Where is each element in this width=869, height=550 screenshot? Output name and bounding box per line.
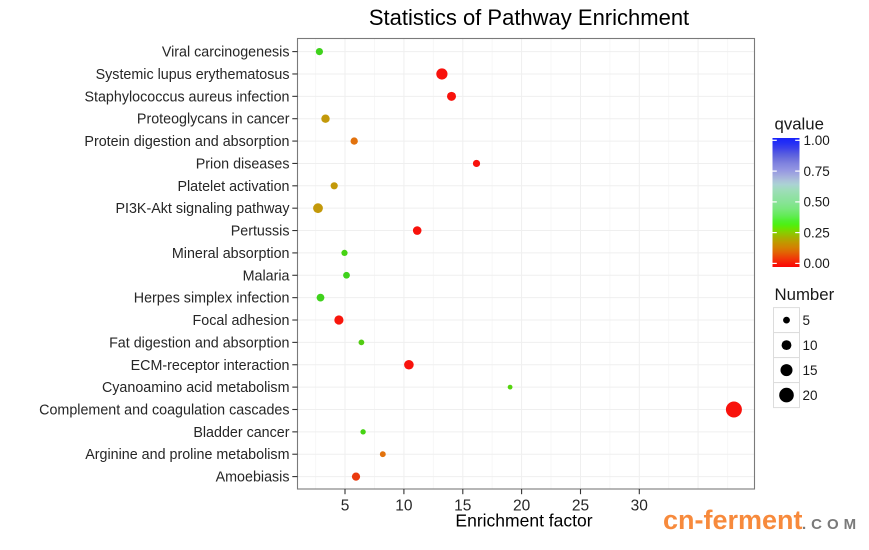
svg-text:Viral carcinogenesis: Viral carcinogenesis (162, 45, 290, 61)
svg-text:Proteoglycans in cancer: Proteoglycans in cancer (137, 112, 290, 128)
svg-text:0.50: 0.50 (804, 195, 830, 210)
svg-text:15: 15 (454, 498, 471, 515)
svg-text:25: 25 (572, 498, 589, 515)
svg-text:Herpes simplex infection: Herpes simplex infection (134, 291, 290, 307)
svg-text:15: 15 (803, 363, 818, 378)
svg-text:Pertussis: Pertussis (231, 224, 290, 240)
svg-text:Platelet activation: Platelet activation (177, 179, 289, 195)
svg-text:10: 10 (803, 338, 818, 353)
svg-text:PI3K-Akt signaling pathway: PI3K-Akt signaling pathway (115, 201, 290, 217)
svg-text:1.00: 1.00 (804, 133, 830, 148)
svg-text:Malaria: Malaria (243, 268, 290, 284)
svg-text:Complement and coagulation cas: Complement and coagulation cascades (39, 402, 289, 418)
svg-text:5: 5 (341, 498, 350, 515)
svg-text:cn-ferment: cn-ferment (663, 505, 803, 535)
svg-text:qvalue: qvalue (775, 115, 824, 134)
svg-text:.COM: .COM (802, 516, 861, 533)
svg-text:Mineral absorption: Mineral absorption (172, 246, 290, 262)
svg-text:Focal adhesion: Focal adhesion (193, 313, 290, 329)
svg-text:Statistics of Pathway Enrichme: Statistics of Pathway Enrichment (369, 5, 689, 30)
svg-text:Bladder cancer: Bladder cancer (193, 425, 289, 441)
svg-text:Number: Number (775, 285, 835, 304)
svg-text:Prion diseases: Prion diseases (196, 156, 290, 172)
svg-text:Cyanoamino acid metabolism: Cyanoamino acid metabolism (102, 380, 290, 396)
svg-text:20: 20 (513, 498, 531, 515)
svg-text:Enrichment factor: Enrichment factor (455, 511, 592, 531)
svg-text:30: 30 (631, 498, 649, 515)
svg-text:0.25: 0.25 (804, 225, 830, 240)
svg-text:ECM-receptor interaction: ECM-receptor interaction (131, 358, 290, 374)
svg-text:Systemic lupus erythematosus: Systemic lupus erythematosus (96, 67, 290, 83)
svg-text:Protein digestion and absorpti: Protein digestion and absorption (84, 134, 289, 150)
svg-text:Arginine and proline metabolis: Arginine and proline metabolism (85, 447, 289, 463)
svg-text:Staphylococcus aureus infectio: Staphylococcus aureus infection (84, 89, 289, 105)
svg-text:Amoebiasis: Amoebiasis (216, 470, 290, 486)
svg-text:5: 5 (803, 313, 811, 328)
svg-text:0.75: 0.75 (804, 164, 830, 179)
svg-text:0.00: 0.00 (804, 256, 830, 271)
svg-text:20: 20 (803, 388, 818, 403)
svg-text:10: 10 (395, 498, 413, 515)
svg-text:Fat digestion and absorption: Fat digestion and absorption (109, 335, 289, 351)
